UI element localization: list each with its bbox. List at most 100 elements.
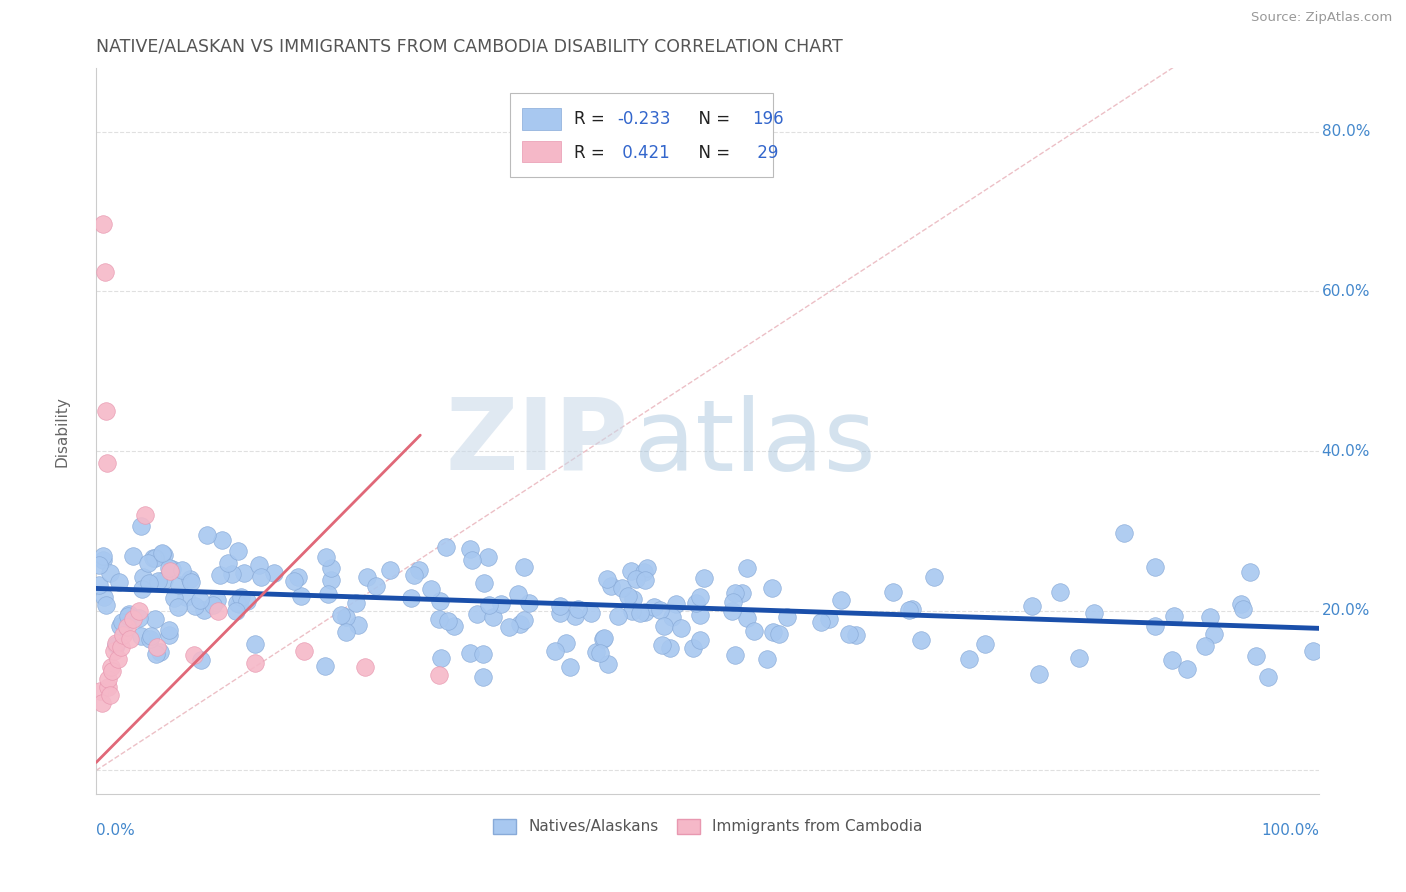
- Point: [132, 570, 155, 584]
- Point: [882, 585, 904, 599]
- Point: [592, 632, 614, 647]
- Point: [730, 586, 752, 600]
- Point: [344, 596, 367, 610]
- Point: [776, 609, 799, 624]
- Point: [761, 581, 783, 595]
- Point: [689, 590, 711, 604]
- Point: [233, 566, 256, 581]
- Point: [207, 604, 229, 618]
- Point: [910, 632, 932, 647]
- Point: [517, 596, 540, 610]
- Point: [768, 626, 790, 640]
- Point: [157, 623, 180, 637]
- Point: [226, 596, 249, 610]
- Point: [558, 660, 581, 674]
- Text: 100.0%: 100.0%: [1261, 823, 1319, 838]
- Point: [434, 540, 457, 554]
- Point: [509, 616, 531, 631]
- Point: [1021, 599, 1043, 613]
- Point: [957, 652, 980, 666]
- Point: [898, 603, 921, 617]
- Point: [225, 604, 247, 618]
- Point: [564, 609, 586, 624]
- Point: [477, 549, 499, 564]
- Point: [163, 591, 186, 605]
- Point: [98, 688, 121, 702]
- Point: [607, 609, 630, 624]
- Point: [211, 533, 233, 548]
- Point: [513, 613, 536, 627]
- Point: [117, 608, 139, 623]
- Point: [98, 566, 121, 581]
- Point: [87, 578, 110, 592]
- Point: [100, 659, 122, 673]
- Point: [104, 636, 127, 650]
- Point: [922, 570, 945, 584]
- Point: [689, 607, 711, 622]
- Point: [292, 643, 315, 657]
- Point: [143, 551, 166, 566]
- Point: [110, 640, 132, 654]
- Point: [139, 632, 162, 646]
- Point: [724, 586, 747, 600]
- Text: 20.0%: 20.0%: [1322, 603, 1369, 618]
- Point: [429, 594, 451, 608]
- Point: [245, 637, 267, 651]
- Point: [633, 605, 655, 619]
- Point: [93, 217, 115, 231]
- Point: [250, 570, 273, 584]
- Point: [321, 573, 343, 587]
- Point: [205, 593, 228, 607]
- Point: [567, 602, 589, 616]
- Point: [129, 629, 152, 643]
- Point: [150, 547, 173, 561]
- Point: [555, 636, 578, 650]
- Point: [735, 560, 758, 574]
- Point: [1161, 653, 1184, 667]
- Point: [810, 615, 832, 630]
- Point: [723, 595, 745, 609]
- Point: [143, 612, 166, 626]
- Text: -0.233: -0.233: [617, 110, 671, 128]
- Point: [319, 561, 342, 575]
- Point: [589, 646, 612, 660]
- Point: [1143, 619, 1166, 633]
- Point: [335, 625, 357, 640]
- Point: [287, 570, 309, 584]
- Point: [159, 564, 181, 578]
- Point: [1067, 651, 1090, 665]
- Point: [429, 651, 451, 665]
- Point: [472, 576, 495, 591]
- Point: [139, 628, 162, 642]
- Point: [290, 589, 312, 603]
- Point: [651, 638, 673, 652]
- Text: NATIVE/ALASKAN VS IMMIGRANTS FROM CAMBODIA DISABILITY CORRELATION CHART: NATIVE/ALASKAN VS IMMIGRANTS FROM CAMBOD…: [96, 37, 844, 55]
- Text: 0.0%: 0.0%: [96, 823, 135, 838]
- Point: [465, 607, 488, 622]
- Point: [128, 611, 150, 625]
- Point: [120, 632, 142, 646]
- Point: [427, 612, 450, 626]
- Point: [600, 579, 623, 593]
- Point: [101, 664, 124, 678]
- Point: [193, 602, 215, 616]
- Point: [543, 644, 565, 658]
- Point: [1239, 565, 1261, 579]
- Point: [693, 571, 716, 585]
- Point: [236, 594, 259, 608]
- Point: [160, 562, 183, 576]
- Point: [1163, 609, 1185, 624]
- Point: [128, 604, 150, 618]
- Point: [1175, 662, 1198, 676]
- Point: [93, 264, 115, 278]
- Point: [482, 610, 505, 624]
- Point: [115, 620, 138, 634]
- Point: [548, 607, 571, 621]
- Point: [817, 612, 839, 626]
- Point: [138, 576, 160, 591]
- Point: [112, 628, 135, 642]
- Point: [104, 638, 127, 652]
- Point: [830, 593, 852, 607]
- Point: [408, 563, 430, 577]
- Point: [634, 573, 657, 587]
